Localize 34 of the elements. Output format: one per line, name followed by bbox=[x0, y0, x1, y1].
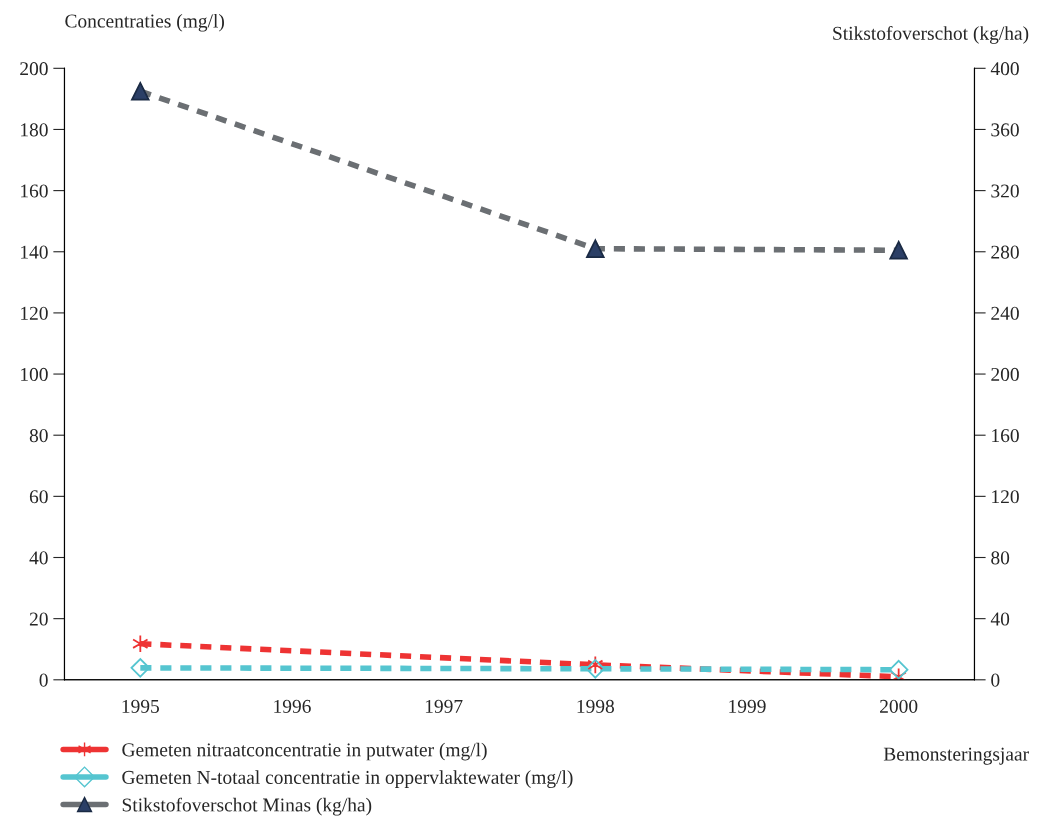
x-tick-label: 1998 bbox=[577, 699, 615, 713]
y2-tick-label: 200 bbox=[991, 367, 1019, 381]
y-tick-label: 160 bbox=[21, 184, 48, 198]
legend-label: Gemeten nitraatconcentratie in putwater (mg/l) bbox=[122, 742, 487, 761]
y2-tick-label: 320 bbox=[991, 184, 1019, 198]
y-tick-label: 20 bbox=[29, 612, 48, 626]
y-tick-label: 180 bbox=[21, 123, 48, 137]
x-tick-label: 1996 bbox=[274, 699, 311, 713]
legend-label: Stikstofoverschot Minas (kg/ha) bbox=[122, 797, 372, 816]
y2-tick-label: 240 bbox=[991, 306, 1019, 320]
y-tick-label: 200 bbox=[20, 62, 48, 76]
y2-tick-label: 120 bbox=[992, 490, 1019, 504]
y-tick-label: 80 bbox=[29, 429, 48, 443]
x-tick-label: 1995 bbox=[122, 699, 159, 713]
y-tick-label: 0 bbox=[39, 673, 48, 687]
y-tick-label: 140 bbox=[21, 245, 48, 259]
y2-tick-label: 360 bbox=[991, 123, 1019, 137]
y2-tick-label: 400 bbox=[990, 62, 1019, 76]
y-tick-label: 60 bbox=[29, 490, 48, 504]
y2-tick-label: 0 bbox=[991, 673, 1000, 687]
y2-tick-label: 40 bbox=[990, 612, 1010, 626]
x-axis-title: Bemonsteringsjaar bbox=[883, 747, 1029, 765]
y-tick-label: 120 bbox=[21, 306, 48, 320]
y-axis-title: Concentraties (mg/l) bbox=[65, 13, 224, 32]
y-tick-label: 100 bbox=[21, 367, 48, 381]
x-tick-label: 2000 bbox=[880, 699, 918, 713]
legend-label: Gemeten N-totaal concentratie in oppervlaktewater (mg/l) bbox=[122, 770, 573, 788]
y2-tick-label: 160 bbox=[992, 429, 1019, 443]
y2-axis-title: Stikstofoverschot (kg/ha) bbox=[833, 25, 1029, 44]
y2-tick-label: 80 bbox=[991, 551, 1010, 565]
x-tick-label: 1999 bbox=[729, 699, 766, 713]
y2-tick-label: 280 bbox=[991, 245, 1019, 259]
x-tick-label: 1997 bbox=[425, 699, 463, 713]
y-tick-label: 40 bbox=[29, 551, 48, 565]
